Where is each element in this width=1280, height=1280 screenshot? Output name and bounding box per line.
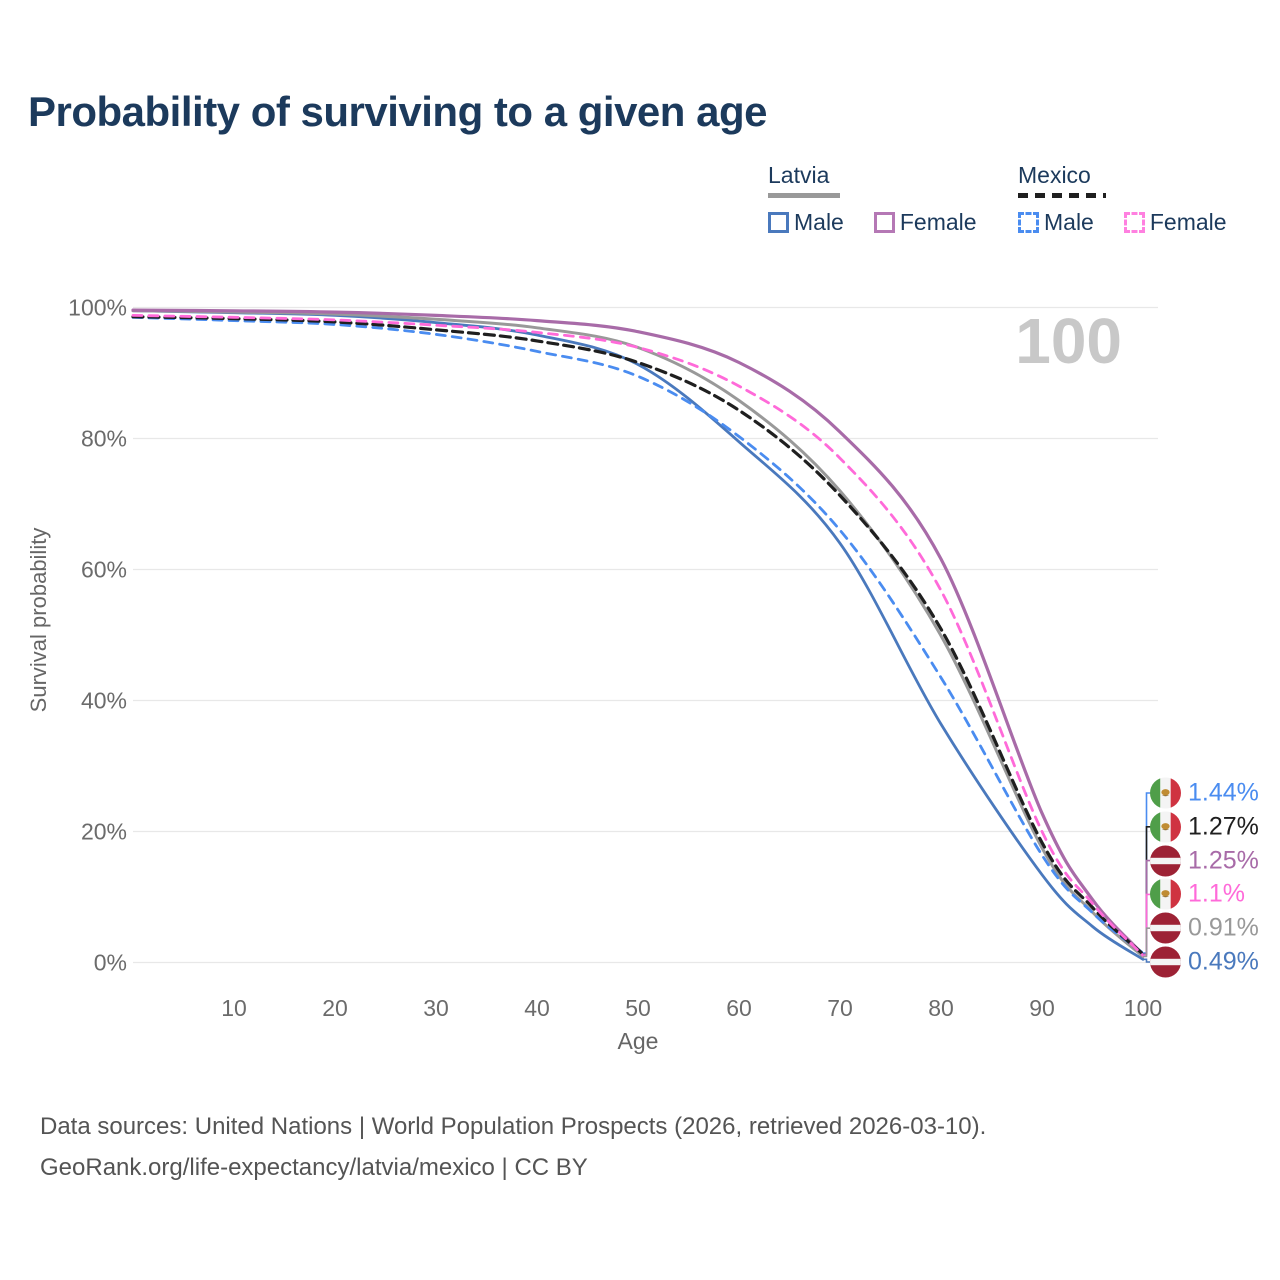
- end-label-value: 1.27%: [1188, 812, 1259, 841]
- end-label-row-mexico-female: 1.1%: [1150, 878, 1245, 910]
- legend-entry-mexico-male[interactable]: Male: [1018, 209, 1094, 236]
- legend-entry-label: Female: [1149, 209, 1227, 235]
- x-axis-title: Age: [618, 1028, 659, 1054]
- end-label-row-mexico-male: 1.44%: [1150, 777, 1259, 809]
- y-axis-tick-label: 80%: [81, 426, 127, 452]
- x-axis-tick-label: 50: [625, 995, 651, 1021]
- legend-entry-label: Male: [794, 209, 844, 235]
- end-label-row-mexico-total: 1.27%: [1150, 811, 1259, 843]
- x-axis-tick-label: 100: [1124, 995, 1162, 1021]
- end-label-value: 1.1%: [1188, 879, 1245, 908]
- y-axis-tick-label: 40%: [81, 688, 127, 714]
- latvia-female-swatch-icon: [873, 212, 895, 233]
- latvia-male-swatch-icon: [768, 212, 789, 233]
- curve-latvia-female: [131, 308, 1145, 956]
- x-axis-tick-label: 70: [827, 995, 853, 1021]
- y-axis-tick-label: 0%: [94, 950, 127, 976]
- x-axis-tick-label: 10: [221, 995, 247, 1021]
- legend-country-label-mexico: Mexico: [1018, 162, 1091, 188]
- y-axis-title: Survival probability: [26, 528, 51, 713]
- end-label-row-latvia-total: 0.91%: [1150, 912, 1259, 944]
- end-label-connector: [1143, 893, 1152, 957]
- legend-group-mexico: Mexico Male Female: [1018, 162, 1227, 236]
- mexico-line-style-swatch: [1018, 193, 1106, 198]
- y-axis-tick-label: 60%: [81, 557, 127, 583]
- x-axis-tick-label: 60: [726, 995, 752, 1021]
- latvia-line-style-swatch: [768, 193, 840, 198]
- latvia-flag-icon: [1150, 946, 1181, 978]
- end-label-connector: [1143, 927, 1152, 958]
- footer-url: GeoRank.org/life-expectancy/latvia/mexic…: [40, 1154, 588, 1181]
- end-label-value: 1.25%: [1188, 846, 1259, 875]
- legend-entry-mexico-female[interactable]: Female: [1123, 209, 1227, 236]
- latvia-flag-icon: [1150, 845, 1181, 877]
- curve-mexico-total: [131, 315, 1145, 956]
- y-axis-tick-label: 100%: [68, 295, 127, 321]
- footer-sources: Data sources: United Nations | World Pop…: [40, 1113, 987, 1140]
- x-axis-tick-label: 80: [928, 995, 954, 1021]
- legend-group-latvia: Latvia Male Female: [768, 162, 977, 236]
- mexico-female-swatch-icon: [1123, 212, 1145, 233]
- curve-mexico-male: [131, 315, 1145, 955]
- end-label-row-latvia-male: 0.49%: [1150, 946, 1259, 978]
- legend-entry-latvia-male[interactable]: Male: [768, 209, 844, 236]
- curve-latvia-male: [131, 309, 1145, 961]
- end-label-connector: [1143, 958, 1152, 963]
- x-axis-tick-label: 40: [524, 995, 550, 1021]
- footer: Data sources: United Nations | World Pop…: [40, 1106, 986, 1188]
- age-watermark: 100: [1015, 305, 1122, 377]
- mexico-flag-icon: [1150, 878, 1181, 910]
- legend-entry-label: Female: [899, 209, 977, 235]
- y-axis-tick-label: 20%: [81, 819, 127, 845]
- legend-country-label-latvia: Latvia: [768, 162, 830, 188]
- curve-mexico-female: [131, 313, 1145, 957]
- legend-entry-label: Male: [1044, 209, 1094, 235]
- end-label-value: 1.44%: [1188, 778, 1259, 807]
- curve-latvia-total: [131, 309, 1145, 958]
- mexico-flag-icon: [1150, 777, 1181, 809]
- end-label-value: 0.91%: [1188, 913, 1259, 942]
- latvia-flag-icon: [1150, 912, 1181, 944]
- x-axis-tick-label: 30: [423, 995, 449, 1021]
- x-axis-tick-label: 20: [322, 995, 348, 1021]
- x-axis-tick-label: 90: [1029, 995, 1055, 1021]
- mexico-male-swatch-icon: [1018, 212, 1039, 233]
- legend-entry-latvia-female[interactable]: Female: [873, 209, 977, 236]
- mexico-flag-icon: [1150, 811, 1181, 843]
- page-title: Probability of surviving to a given age: [28, 88, 767, 135]
- end-label-row-latvia-female: 1.25%: [1150, 845, 1259, 877]
- end-label-value: 0.49%: [1188, 947, 1259, 976]
